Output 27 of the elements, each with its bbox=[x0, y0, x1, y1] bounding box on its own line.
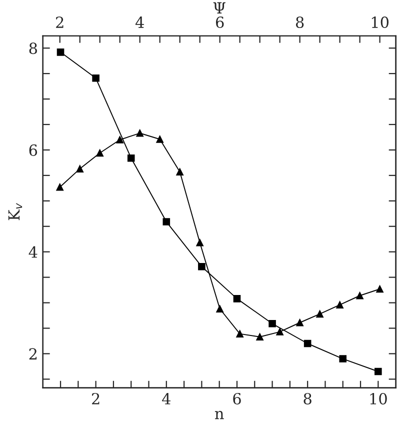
point bbox=[162, 218, 170, 226]
x2-tick-label: 2 bbox=[56, 16, 64, 28]
y-tick-label: 8 bbox=[29, 42, 37, 54]
x2-tick-label: 10 bbox=[372, 16, 389, 28]
x-tick-label: 2 bbox=[92, 392, 100, 404]
x-tick-label: 8 bbox=[304, 392, 312, 405]
y-tick-label: 4 bbox=[28, 246, 38, 258]
x-tick-label: 6 bbox=[233, 392, 241, 405]
x2-axis-title: Ψ bbox=[213, 2, 226, 14]
y-tick-label: 6 bbox=[29, 144, 38, 156]
point bbox=[233, 295, 241, 302]
point bbox=[56, 48, 64, 56]
point bbox=[268, 320, 276, 328]
point bbox=[304, 340, 312, 348]
x-tick-label: 10 bbox=[370, 392, 387, 405]
y-tick-label: 2 bbox=[29, 348, 37, 360]
x2-tick-label: 8 bbox=[296, 16, 304, 28]
point bbox=[339, 355, 347, 362]
x2-tick-label: 4 bbox=[135, 16, 144, 28]
point bbox=[374, 368, 382, 376]
x-tick-label: 4 bbox=[162, 392, 170, 404]
y-axis-title: K$_{v}$ bbox=[8, 202, 22, 220]
point bbox=[127, 154, 135, 162]
x2-tick-label: 6 bbox=[216, 16, 224, 28]
point bbox=[92, 74, 100, 82]
x-axis-title: n bbox=[214, 410, 224, 420]
point bbox=[198, 262, 206, 270]
